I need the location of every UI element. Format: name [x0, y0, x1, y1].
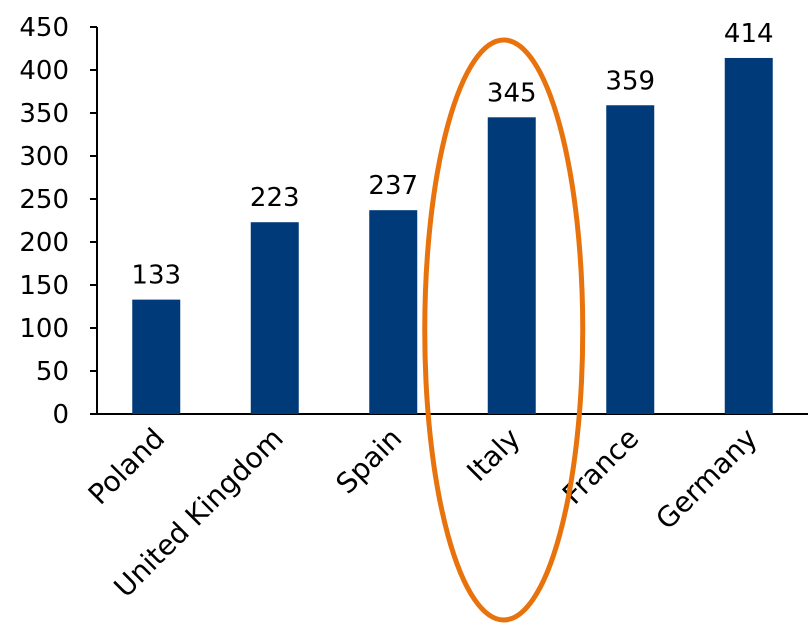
y-tick-label: 150 — [19, 271, 69, 301]
data-label: 237 — [368, 171, 418, 201]
category-label: Poland — [82, 422, 171, 511]
y-tick-label: 200 — [19, 228, 69, 258]
y-tick-label: 50 — [36, 357, 69, 387]
y-tick-label: 300 — [19, 142, 69, 172]
data-label: 133 — [131, 261, 181, 291]
category-label: Italy — [460, 422, 526, 488]
category-label: Germany — [649, 422, 763, 536]
bar — [369, 210, 418, 414]
y-tick-label: 250 — [19, 185, 69, 215]
data-label: 414 — [724, 19, 774, 49]
bar — [132, 299, 181, 414]
y-tick-label: 450 — [19, 13, 69, 43]
data-label: 359 — [605, 66, 655, 96]
y-tick-label: 350 — [19, 99, 69, 129]
y-tick-label: 100 — [19, 314, 69, 344]
bar — [487, 117, 536, 415]
data-labels: 133 223 237 345 359 414 — [131, 19, 773, 291]
category-label: Spain — [330, 422, 409, 501]
data-label: 223 — [250, 183, 300, 213]
y-tick-label: 400 — [19, 56, 69, 86]
y-axis: 0 50 100 150 200 250 300 350 400 450 — [19, 13, 98, 430]
bar — [724, 57, 773, 415]
bar — [250, 222, 299, 414]
highlight-ellipse — [422, 37, 586, 623]
y-tick-label: 0 — [52, 400, 69, 430]
bar — [606, 105, 655, 414]
data-label: 345 — [487, 78, 537, 108]
bars — [132, 57, 773, 415]
highlight — [422, 37, 586, 623]
